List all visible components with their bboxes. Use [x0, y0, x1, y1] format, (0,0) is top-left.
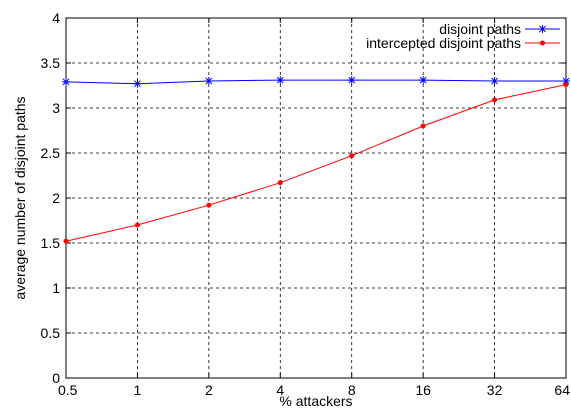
x-tick-label: 32	[487, 382, 503, 398]
data-point-dot	[134, 222, 140, 228]
y-axis-label: average number of disjoint paths	[12, 96, 28, 299]
star-stroke	[205, 77, 213, 85]
legend-label: intercepted disjoint paths	[366, 35, 521, 51]
y-tick-label: 2	[52, 190, 60, 206]
star-stroke	[62, 78, 70, 86]
y-tick-label: 0	[52, 370, 60, 386]
y-tick-label: 2.5	[41, 145, 61, 161]
x-tick-label: 2	[205, 382, 213, 398]
star-stroke	[276, 76, 284, 84]
y-tick-label: 4	[52, 10, 60, 26]
series-line-0	[65, 79, 566, 85]
data-point-star	[562, 77, 570, 85]
series	[62, 76, 570, 244]
star-stroke	[134, 80, 141, 88]
legend-marker-star	[538, 25, 547, 33]
star-stroke	[348, 76, 356, 84]
data-point-dot	[563, 82, 569, 88]
axis-ticks: 00.511.522.533.540.5 1 2 4 8 16 32 64	[41, 10, 571, 398]
x-tick-label: 64	[554, 382, 570, 398]
star-stroke	[419, 76, 427, 84]
grid	[66, 18, 566, 378]
data-point-dot	[420, 123, 426, 129]
y-tick-label: 3.5	[41, 55, 61, 71]
data-point-star	[419, 76, 428, 85]
data-point-star	[347, 76, 356, 85]
y-tick-label: 0.5	[41, 325, 61, 341]
data-point-dot	[349, 153, 355, 159]
star-stroke	[491, 77, 498, 85]
data-point-dot	[206, 202, 212, 208]
legend-label: disjoint paths	[439, 21, 521, 37]
star-stroke	[539, 25, 546, 33]
x-tick-label: 1	[134, 382, 142, 398]
x-axis-label: % attackers	[279, 393, 352, 409]
data-point-star	[62, 77, 70, 86]
x-tick-label: 8	[348, 382, 356, 398]
x-tick-label: 16	[415, 382, 431, 398]
y-tick-label: 1.5	[41, 235, 61, 251]
x-tick-label: 4	[276, 382, 284, 398]
data-point-star	[204, 77, 213, 85]
series-line-1	[65, 84, 567, 242]
data-point-dot	[277, 180, 283, 186]
y-tick-label: 1	[52, 280, 60, 296]
data-point-star	[490, 77, 499, 85]
data-point-dot	[63, 238, 69, 244]
data-point-star	[133, 79, 142, 88]
legend-marker-dot	[540, 40, 545, 46]
star-stroke	[562, 77, 570, 85]
x-tick-label: 0.5	[58, 382, 78, 398]
y-tick-label: 3	[52, 100, 60, 116]
data-point-dot	[492, 97, 498, 103]
data-point-star	[276, 76, 285, 85]
